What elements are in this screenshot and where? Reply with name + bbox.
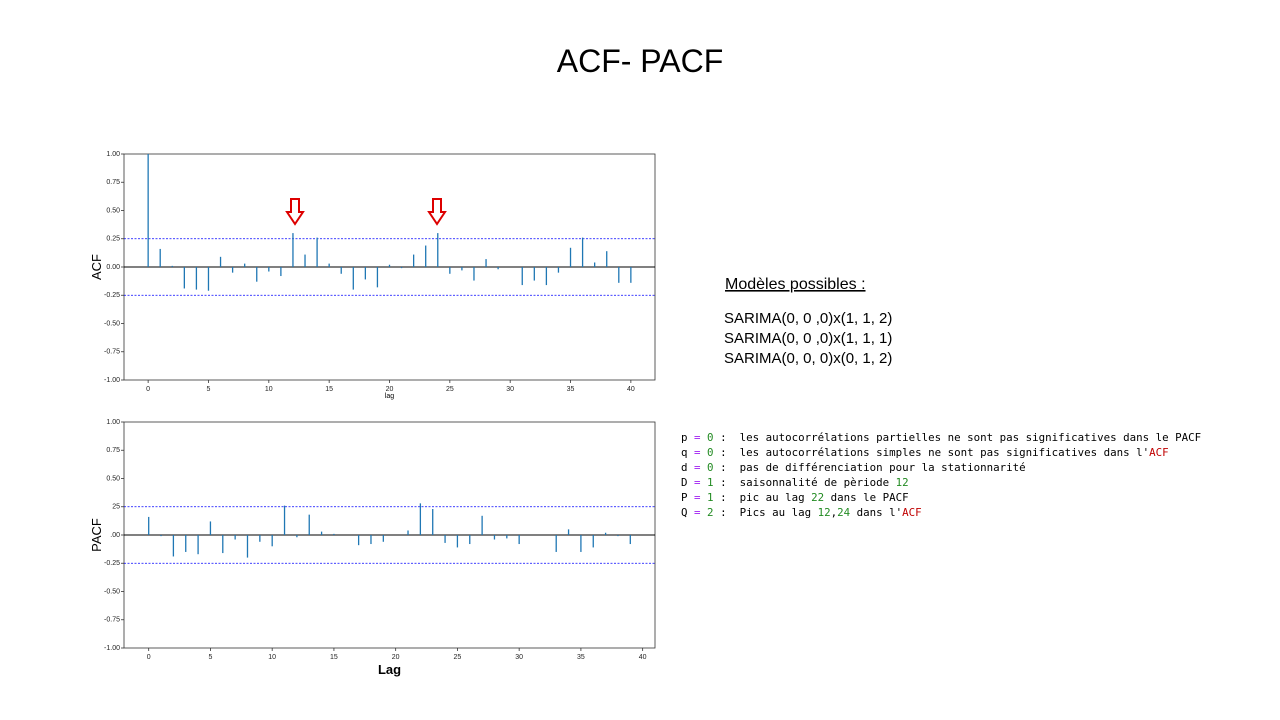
- note-segment: dans l': [850, 506, 902, 519]
- y-tick-label: 0.00: [106, 264, 120, 271]
- x-tick-label: 25: [454, 654, 462, 661]
- x-tick-label: 0: [146, 386, 150, 393]
- note-segment: ACF: [902, 506, 922, 519]
- note-segment: ACF: [1149, 446, 1169, 459]
- note-line: d = 0 : pas de différenciation pour la s…: [681, 461, 1026, 474]
- models-heading: Modèles possibles :: [725, 276, 866, 293]
- model: SARIMA(0, 0 ,0)x(1, 1, 1): [724, 330, 892, 347]
- note-segment: Q: [681, 506, 694, 519]
- y-tick-label: -0.50: [104, 320, 120, 327]
- x-tick-label: 15: [330, 654, 338, 661]
- note-segment: =: [694, 431, 701, 444]
- y-axis-label: ACF: [89, 254, 104, 280]
- note-segment: 22: [811, 491, 824, 504]
- y-tick-label: 0.50: [106, 475, 120, 482]
- y-tick-label: -0.75: [104, 617, 120, 624]
- note-segment: : saisonnalité de pèriode: [714, 476, 896, 489]
- x-tick-label: 10: [268, 654, 276, 661]
- x-axis-label: Lag: [378, 662, 401, 677]
- note-line: Q = 2 : Pics au lag 12,24 dans l'ACF: [681, 506, 922, 519]
- note-segment: : les autocorrélations partielles ne son…: [714, 431, 1202, 444]
- note-segment: 0: [707, 431, 714, 444]
- note-segment: 2: [707, 506, 714, 519]
- x-tick-label: 35: [577, 654, 585, 661]
- note-segment: D: [681, 476, 694, 489]
- x-tick-label: 20: [386, 386, 394, 393]
- x-axis-label: lag: [385, 393, 394, 400]
- x-tick-label: 40: [639, 654, 647, 661]
- y-tick-label: -1.00: [104, 377, 120, 384]
- y-tick-label: 25: [112, 504, 120, 511]
- x-tick-label: 15: [325, 386, 333, 393]
- y-tick-label: -0.25: [104, 560, 120, 567]
- note-segment: =: [694, 506, 701, 519]
- note-segment: q: [681, 446, 694, 459]
- note-segment: 1: [707, 476, 714, 489]
- y-tick-label: .00: [110, 532, 120, 539]
- note-segment: 0: [707, 461, 714, 474]
- note-segment: =: [694, 461, 701, 474]
- x-tick-label: 10: [265, 386, 273, 393]
- note-segment: =: [694, 446, 701, 459]
- y-tick-label: 0.50: [106, 207, 120, 214]
- note-segment: 12: [818, 506, 831, 519]
- x-tick-label: 30: [506, 386, 514, 393]
- x-tick-label: 40: [627, 386, 635, 393]
- x-tick-label: 30: [515, 654, 523, 661]
- x-tick-label: 20: [392, 654, 400, 661]
- note-segment: : Pics au lag: [714, 506, 818, 519]
- y-tick-label: -0.50: [104, 588, 120, 595]
- y-tick-label: 0.75: [106, 179, 120, 186]
- y-tick-label: -1.00: [104, 645, 120, 652]
- y-axis-label: PACF: [89, 518, 104, 552]
- arrow: [427, 198, 447, 226]
- note-segment: 1: [707, 491, 714, 504]
- note-line: p = 0 : les autocorrélations partielles …: [681, 431, 1201, 444]
- y-tick-label: -0.75: [104, 349, 120, 356]
- note-segment: : pas de différenciation pour la station…: [714, 461, 1026, 474]
- note-segment: : pic au lag: [714, 491, 812, 504]
- note-segment: P: [681, 491, 694, 504]
- x-tick-label: 5: [207, 386, 211, 393]
- slide-title: ACF- PACF: [557, 43, 724, 79]
- note-line: P = 1 : pic au lag 22 dans le PACF: [681, 491, 909, 504]
- arrow: [285, 198, 305, 226]
- note-segment: p: [681, 431, 694, 444]
- y-tick-label: -0.25: [104, 292, 120, 299]
- x-tick-label: 5: [208, 654, 212, 661]
- y-tick-label: 0.75: [106, 447, 120, 454]
- note-segment: ,: [831, 506, 838, 519]
- model: SARIMA(0, 0, 0)x(0, 1, 2): [724, 350, 892, 367]
- note-line: q = 0 : les autocorrélations simples ne …: [681, 446, 1169, 459]
- note-segment: dans le PACF: [824, 491, 909, 504]
- x-tick-label: 25: [446, 386, 454, 393]
- note-segment: 0: [707, 446, 714, 459]
- x-tick-label: 0: [147, 654, 151, 661]
- note-segment: =: [694, 476, 701, 489]
- note-segment: 24: [837, 506, 850, 519]
- note-segment: =: [694, 491, 701, 504]
- note-segment: : les autocorrélations simples ne sont p…: [714, 446, 1150, 459]
- x-tick-label: 35: [567, 386, 575, 393]
- note-segment: d: [681, 461, 694, 474]
- model: SARIMA(0, 0 ,0)x(1, 1, 2): [724, 310, 892, 327]
- note-line: D = 1 : saisonnalité de pèriode 12: [681, 476, 909, 489]
- y-tick-label: 0.25: [106, 236, 120, 243]
- y-tick-label: 1.00: [106, 151, 120, 158]
- y-tick-label: 1.00: [106, 419, 120, 426]
- note-segment: 12: [896, 476, 909, 489]
